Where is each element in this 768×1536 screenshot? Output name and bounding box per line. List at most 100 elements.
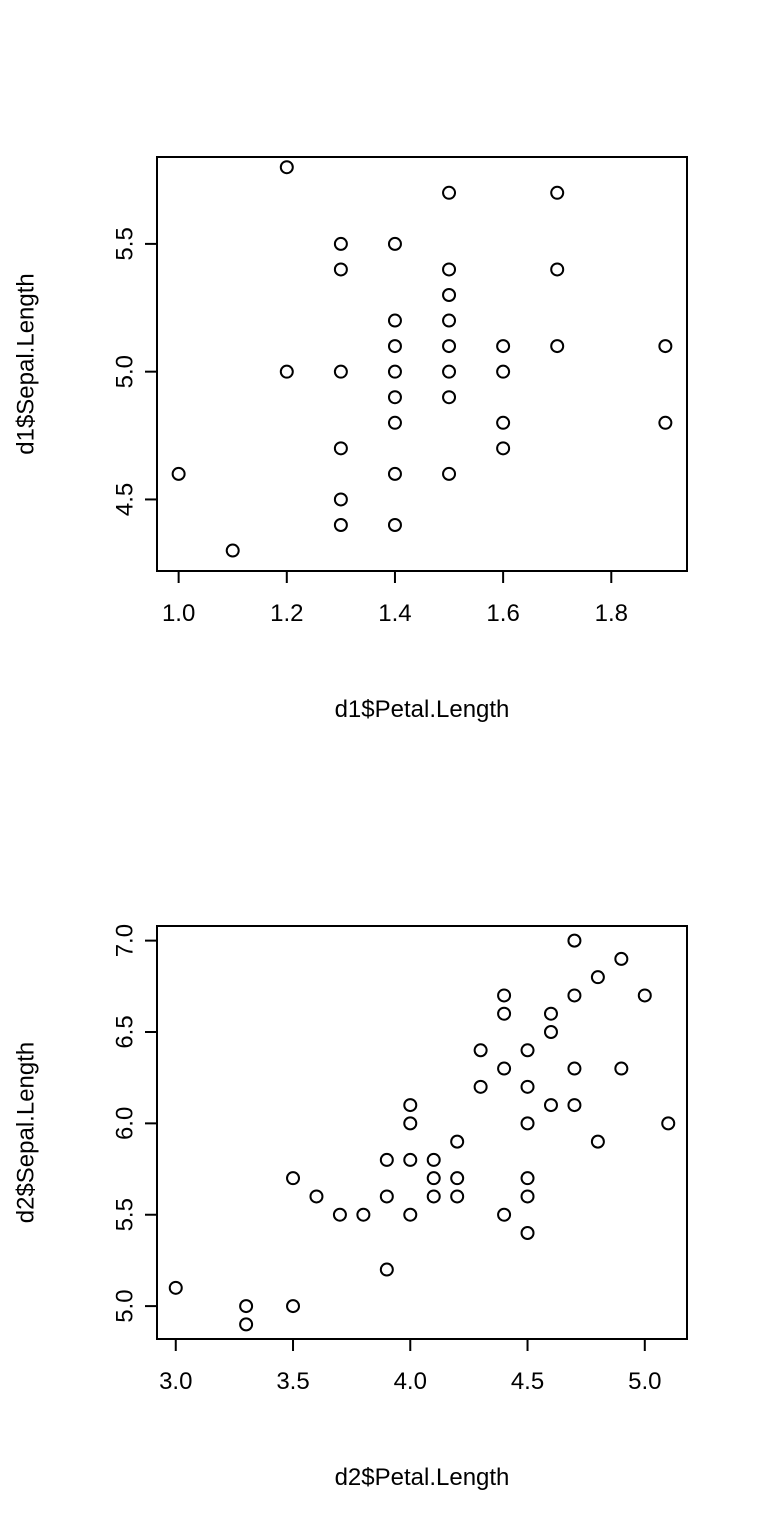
x-tick-label: 3.0 xyxy=(159,1368,192,1395)
data-point xyxy=(567,988,582,1003)
data-point xyxy=(387,415,402,430)
data-point xyxy=(279,364,294,379)
x-tick-label: 1.8 xyxy=(595,600,628,627)
data-point xyxy=(473,1043,488,1058)
y-tick-label: 6.5 xyxy=(112,1015,139,1048)
data-point xyxy=(520,1043,535,1058)
y-tick-label: 5.0 xyxy=(112,1289,139,1322)
x-tick-label: 4.0 xyxy=(394,1368,427,1395)
x-tick-label: 5.0 xyxy=(628,1368,661,1395)
data-point xyxy=(379,1262,394,1277)
data-point xyxy=(442,288,457,302)
x-tick-label: 1.0 xyxy=(162,600,195,627)
data-point xyxy=(442,364,457,379)
scatter-plot-2: 3.0 3.5 4.0 4.5 5.0 5.0 5.5 6.0 6.5 7.0 d2$Petal.L… xyxy=(13,924,688,1491)
data-point xyxy=(543,1006,558,1021)
x-tick-label: 3.5 xyxy=(276,1368,309,1395)
data-point xyxy=(550,185,565,200)
data-point xyxy=(442,390,457,405)
data-point xyxy=(387,364,402,379)
data-point xyxy=(543,1024,558,1039)
data-point xyxy=(496,364,511,379)
data-point xyxy=(168,1280,183,1295)
data-point xyxy=(333,262,348,277)
data-point xyxy=(520,1116,535,1131)
data-point xyxy=(286,1171,301,1186)
data-point xyxy=(356,1207,371,1222)
data-point xyxy=(543,1098,558,1113)
data-point xyxy=(590,1134,605,1149)
data-point xyxy=(332,1207,347,1222)
data-point xyxy=(309,1189,324,1204)
data-point xyxy=(497,1061,512,1076)
data-point xyxy=(387,390,402,405)
x-axis-title: d1$Petal.Length xyxy=(335,696,510,723)
data-point xyxy=(379,1189,394,1204)
data-point xyxy=(225,543,240,558)
x-tick-label: 4.5 xyxy=(511,1368,544,1395)
data-point xyxy=(442,339,457,354)
data-point xyxy=(520,1079,535,1094)
data-point xyxy=(279,160,294,175)
data-point xyxy=(520,1171,535,1186)
data-point xyxy=(387,518,402,532)
x-tick-label: 1.4 xyxy=(378,600,411,627)
data-point xyxy=(379,1152,394,1167)
data-point xyxy=(497,988,512,1003)
data-point xyxy=(550,262,565,277)
data-point xyxy=(590,970,605,985)
data-point xyxy=(450,1134,465,1149)
data-point xyxy=(567,1098,582,1113)
data-point xyxy=(550,339,565,354)
x-tick-label: 1.6 xyxy=(486,600,519,627)
data-point xyxy=(614,1061,629,1076)
data-point xyxy=(658,339,673,354)
data-point xyxy=(403,1098,418,1113)
data-point xyxy=(520,1226,535,1241)
data-point xyxy=(403,1152,418,1167)
data-point xyxy=(496,415,511,430)
data-point xyxy=(450,1189,465,1204)
data-point xyxy=(614,951,629,966)
plot-frame xyxy=(156,925,688,1340)
data-point xyxy=(496,339,511,354)
y-tick-label: 6.0 xyxy=(112,1107,139,1140)
data-point xyxy=(442,466,457,481)
data-point xyxy=(426,1152,441,1167)
x-tick-label: 1.2 xyxy=(270,600,303,627)
scatter-plot-1: 1.0 1.2 1.4 1.6 1.8 4.5 5.0 5.5 d1$Petal.Length d… xyxy=(13,156,688,723)
data-point xyxy=(426,1171,441,1186)
data-point xyxy=(442,262,457,277)
data-point xyxy=(239,1299,254,1314)
data-point xyxy=(333,441,348,456)
data-point xyxy=(661,1116,676,1131)
data-point xyxy=(239,1317,254,1332)
data-point xyxy=(450,1171,465,1186)
data-point xyxy=(333,364,348,379)
data-point xyxy=(497,1006,512,1021)
data-point xyxy=(496,441,511,456)
data-point xyxy=(637,988,652,1003)
data-point xyxy=(403,1116,418,1131)
data-point xyxy=(333,518,348,532)
data-point xyxy=(497,1207,512,1222)
data-point xyxy=(473,1079,488,1094)
data-point xyxy=(171,466,186,481)
data-point xyxy=(567,1061,582,1076)
y-axis-title: d2$Sepal.Length xyxy=(13,1042,40,1224)
y-tick-label: 5.0 xyxy=(112,355,139,388)
data-point xyxy=(426,1189,441,1204)
data-point xyxy=(333,236,348,251)
y-axis-title: d1$Sepal.Length xyxy=(13,273,40,455)
data-point xyxy=(387,236,402,251)
data-point xyxy=(387,466,402,481)
data-point xyxy=(387,313,402,328)
y-tick-label: 5.5 xyxy=(112,1198,139,1231)
data-point xyxy=(658,415,673,430)
data-point xyxy=(567,933,582,948)
x-axis-title: d2$Petal.Length xyxy=(335,1464,510,1491)
data-point xyxy=(333,492,348,507)
data-point xyxy=(520,1189,535,1204)
data-point xyxy=(403,1207,418,1222)
